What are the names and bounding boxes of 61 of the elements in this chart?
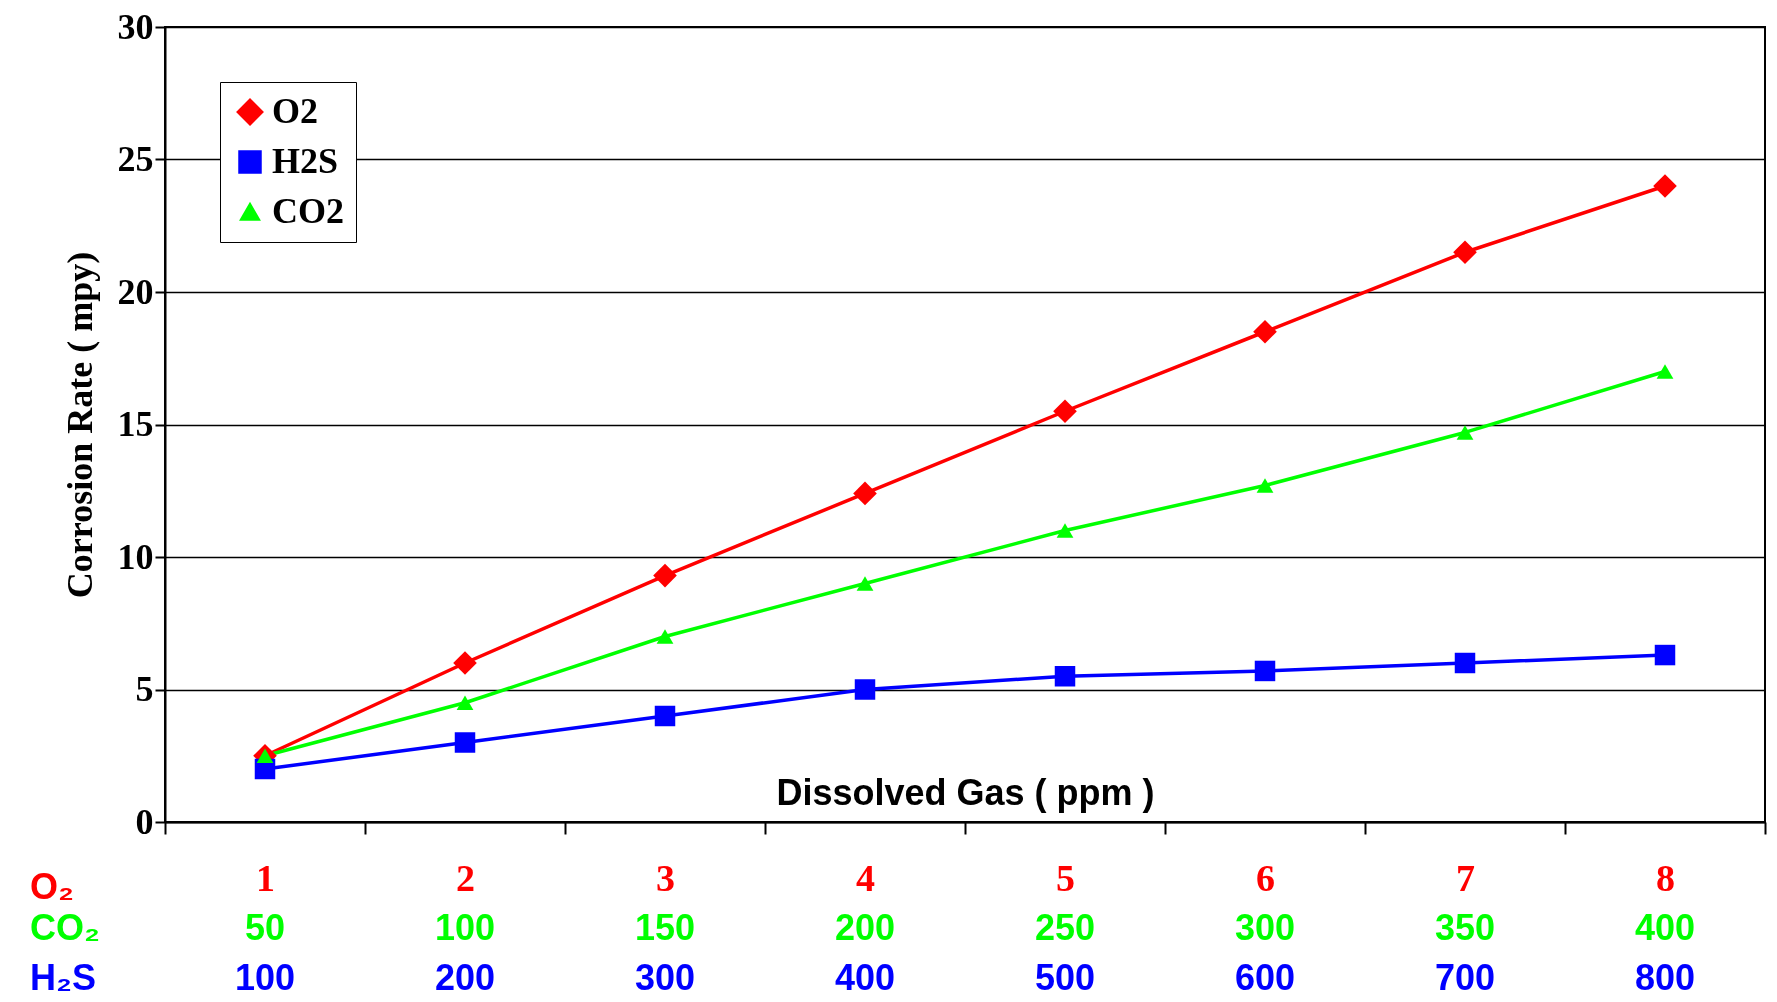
point: [1453, 240, 1477, 265]
point: [1654, 644, 1676, 666]
legend-label: H2S: [272, 141, 339, 181]
text: 250: [1034, 907, 1096, 948]
text: 150: [634, 907, 696, 948]
y-tick-label: 15: [117, 404, 154, 444]
x-tick-label: 1: [256, 856, 275, 899]
point: [1054, 666, 1076, 687]
x-tick-label: 2: [456, 856, 475, 899]
text: 800: [1634, 957, 1696, 998]
y-tick-label: 20: [117, 271, 154, 312]
point: [1454, 652, 1476, 674]
legend-label: O2: [272, 91, 319, 131]
point: [853, 481, 877, 506]
text: 350: [1434, 907, 1496, 948]
point: [1656, 364, 1674, 379]
point: [1254, 660, 1276, 682]
point: [854, 679, 876, 700]
point: [1256, 478, 1274, 493]
x-axis-title: Dissolved Gas ( ppm ): [776, 771, 1155, 813]
x-tick-label: 3: [656, 856, 675, 899]
y-tick-label: 30: [117, 6, 154, 47]
point: [653, 563, 677, 588]
text: 100: [434, 907, 496, 948]
text: 700: [1434, 957, 1496, 998]
point: [656, 629, 674, 644]
text: 100: [234, 957, 296, 998]
point: [1456, 425, 1474, 440]
text: 500: [1034, 957, 1096, 998]
x-tick-label: 8: [1656, 856, 1675, 899]
text: 400: [834, 957, 896, 998]
x-tick-label: 5: [1056, 856, 1075, 899]
y-tick-label: 25: [117, 139, 154, 179]
point: [1253, 319, 1277, 344]
text: 600: [1234, 957, 1296, 998]
point: [1053, 399, 1077, 424]
legend-label: CO2: [272, 191, 344, 231]
point: [654, 705, 676, 727]
text: 300: [634, 957, 696, 998]
point: [256, 748, 274, 763]
x-tick-label: 7: [1456, 856, 1475, 899]
text: 200: [834, 907, 896, 948]
point: [453, 651, 477, 675]
y-tick-label: 10: [117, 536, 154, 577]
point: [454, 732, 476, 753]
y-tick-label: 0: [135, 801, 154, 842]
point: [456, 695, 474, 710]
text: H₂S: [30, 957, 97, 998]
point: [1056, 523, 1074, 538]
x-tick-label: 6: [1256, 856, 1275, 899]
point: [1653, 174, 1677, 198]
text: 200: [434, 957, 496, 998]
x-tick-label: 4: [856, 856, 875, 899]
text: O₂: [30, 866, 74, 907]
y-tick-label: 5: [135, 669, 154, 709]
text: CO₂: [30, 907, 100, 948]
point: [856, 576, 874, 591]
y-axis-title: Corrosion Rate ( mpy): [59, 251, 100, 599]
text: 300: [1234, 907, 1296, 948]
text: 400: [1634, 907, 1696, 948]
text: 50: [244, 907, 286, 948]
